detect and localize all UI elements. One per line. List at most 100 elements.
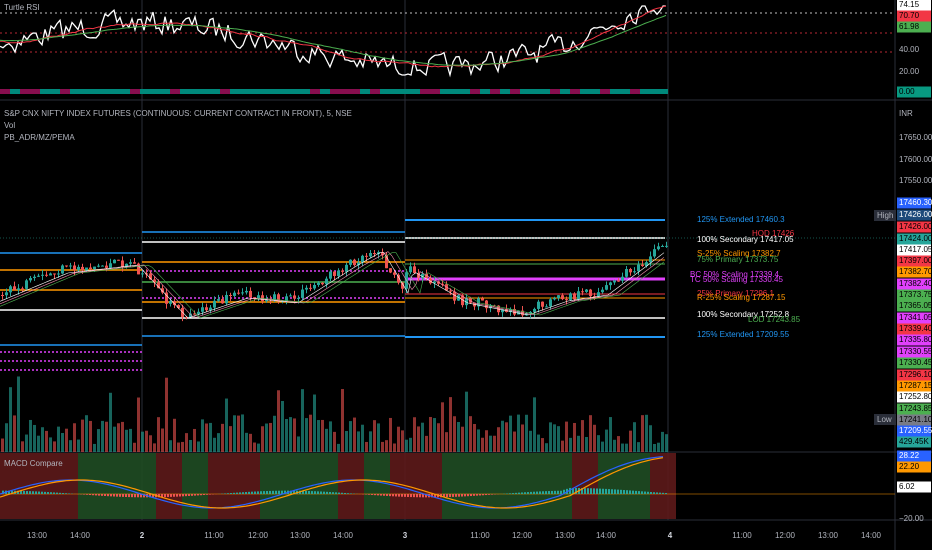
candle-body (37, 275, 40, 277)
volume-bar (485, 430, 488, 452)
candle-body (157, 282, 160, 289)
volume-bar (141, 431, 144, 452)
volume-bar (425, 435, 428, 452)
volume-bar (553, 424, 556, 452)
macd-histogram (203, 494, 205, 495)
price-tag-bg (897, 289, 931, 301)
candle-body (577, 291, 580, 300)
macd-histogram (368, 494, 370, 495)
volume-bar (273, 415, 276, 452)
candle-body (365, 255, 368, 257)
candle-body (21, 288, 24, 290)
macd-histogram (131, 494, 133, 498)
candle-body (177, 305, 180, 308)
candle-body (429, 278, 432, 284)
macd-histogram (143, 494, 145, 498)
macd-histogram (290, 490, 292, 494)
price-tag-text: 17339.40 (899, 324, 932, 333)
macd-histogram (404, 494, 406, 497)
level-label: S-25% Scaling 17382.7 (697, 249, 781, 258)
macd-histogram (392, 494, 394, 497)
candle-body (573, 293, 576, 300)
macd-histogram (641, 491, 643, 494)
price-tag-bg (897, 481, 931, 493)
macd-histogram (260, 491, 262, 494)
volume-bar (329, 421, 332, 452)
volume-bar (281, 400, 284, 452)
level-label: LOD 17243.85 (748, 315, 801, 324)
macd-histogram (560, 490, 562, 494)
volume-bar (325, 428, 328, 452)
volume-bar (397, 426, 400, 452)
macd-background (312, 453, 338, 519)
macd-background (520, 453, 546, 519)
candle-body (529, 311, 532, 314)
candle-body (257, 295, 260, 299)
volume-bar (221, 423, 224, 452)
macd-histogram (149, 494, 151, 498)
volume-bar (253, 442, 256, 452)
candle-body (69, 265, 72, 267)
candle-body (553, 298, 556, 300)
candle-body (633, 271, 636, 273)
candle-body (333, 271, 336, 276)
candle-body (565, 299, 568, 301)
candle-body (73, 265, 76, 271)
volume-bar (349, 421, 352, 452)
macd-background (0, 453, 26, 519)
price-tag: 17341.05 (897, 312, 932, 324)
volume-bar (373, 420, 376, 452)
price-tag-bg (897, 380, 931, 392)
volume-bar (657, 442, 660, 452)
volume-bar (333, 431, 336, 452)
macd-histogram (35, 491, 37, 494)
volume-bar (653, 443, 656, 452)
candle-body (301, 289, 304, 298)
macd-histogram (551, 490, 553, 494)
volume-bar (497, 427, 500, 452)
candle-body (525, 313, 528, 316)
macd-histogram (200, 494, 202, 496)
price-tag-text: 17365.05 (899, 301, 932, 310)
price-tag-bg (897, 266, 931, 278)
volume-bar (89, 420, 92, 452)
rsi-strip-seg (430, 89, 440, 94)
candle-body (245, 290, 248, 293)
volume-bar (581, 420, 584, 452)
candle-body (125, 263, 128, 267)
candle-body (5, 292, 8, 296)
price-tag-text: 17341.05 (899, 313, 932, 322)
macd-histogram (434, 494, 436, 498)
volume-bar (289, 417, 292, 452)
volume-bar (385, 440, 388, 452)
price-tag-text: 17382.70 (899, 267, 932, 276)
rsi-strip-seg (470, 89, 480, 94)
candle-body (353, 259, 356, 266)
price-tag-text: 74.15 (899, 0, 920, 9)
volume-bar (205, 423, 208, 452)
volume-bar (593, 424, 596, 452)
candle-body (349, 259, 352, 265)
volume-bar (509, 415, 512, 452)
candle-body (381, 252, 384, 256)
rsi-strip-seg (490, 89, 500, 94)
macd-histogram (233, 492, 235, 494)
candle-body (53, 273, 56, 275)
volume-bar (429, 416, 432, 452)
volume-bar (29, 419, 32, 452)
volume-bar (213, 437, 216, 452)
macd-histogram (119, 494, 121, 497)
candle-body (189, 313, 192, 318)
price-tag-text: 17296.10 (899, 370, 932, 379)
candle-body (81, 266, 84, 271)
volume-bar (453, 416, 456, 452)
indicator-label: Vol (4, 121, 15, 130)
volume-bar (549, 422, 552, 452)
volume-bar (117, 423, 120, 452)
macd-histogram (188, 494, 190, 496)
macd-histogram (59, 492, 61, 494)
candle-body (545, 306, 548, 308)
macd-histogram (26, 491, 28, 494)
level-label: 125% Extended 17460.3 (697, 215, 785, 224)
rsi-strip-seg (0, 89, 10, 94)
